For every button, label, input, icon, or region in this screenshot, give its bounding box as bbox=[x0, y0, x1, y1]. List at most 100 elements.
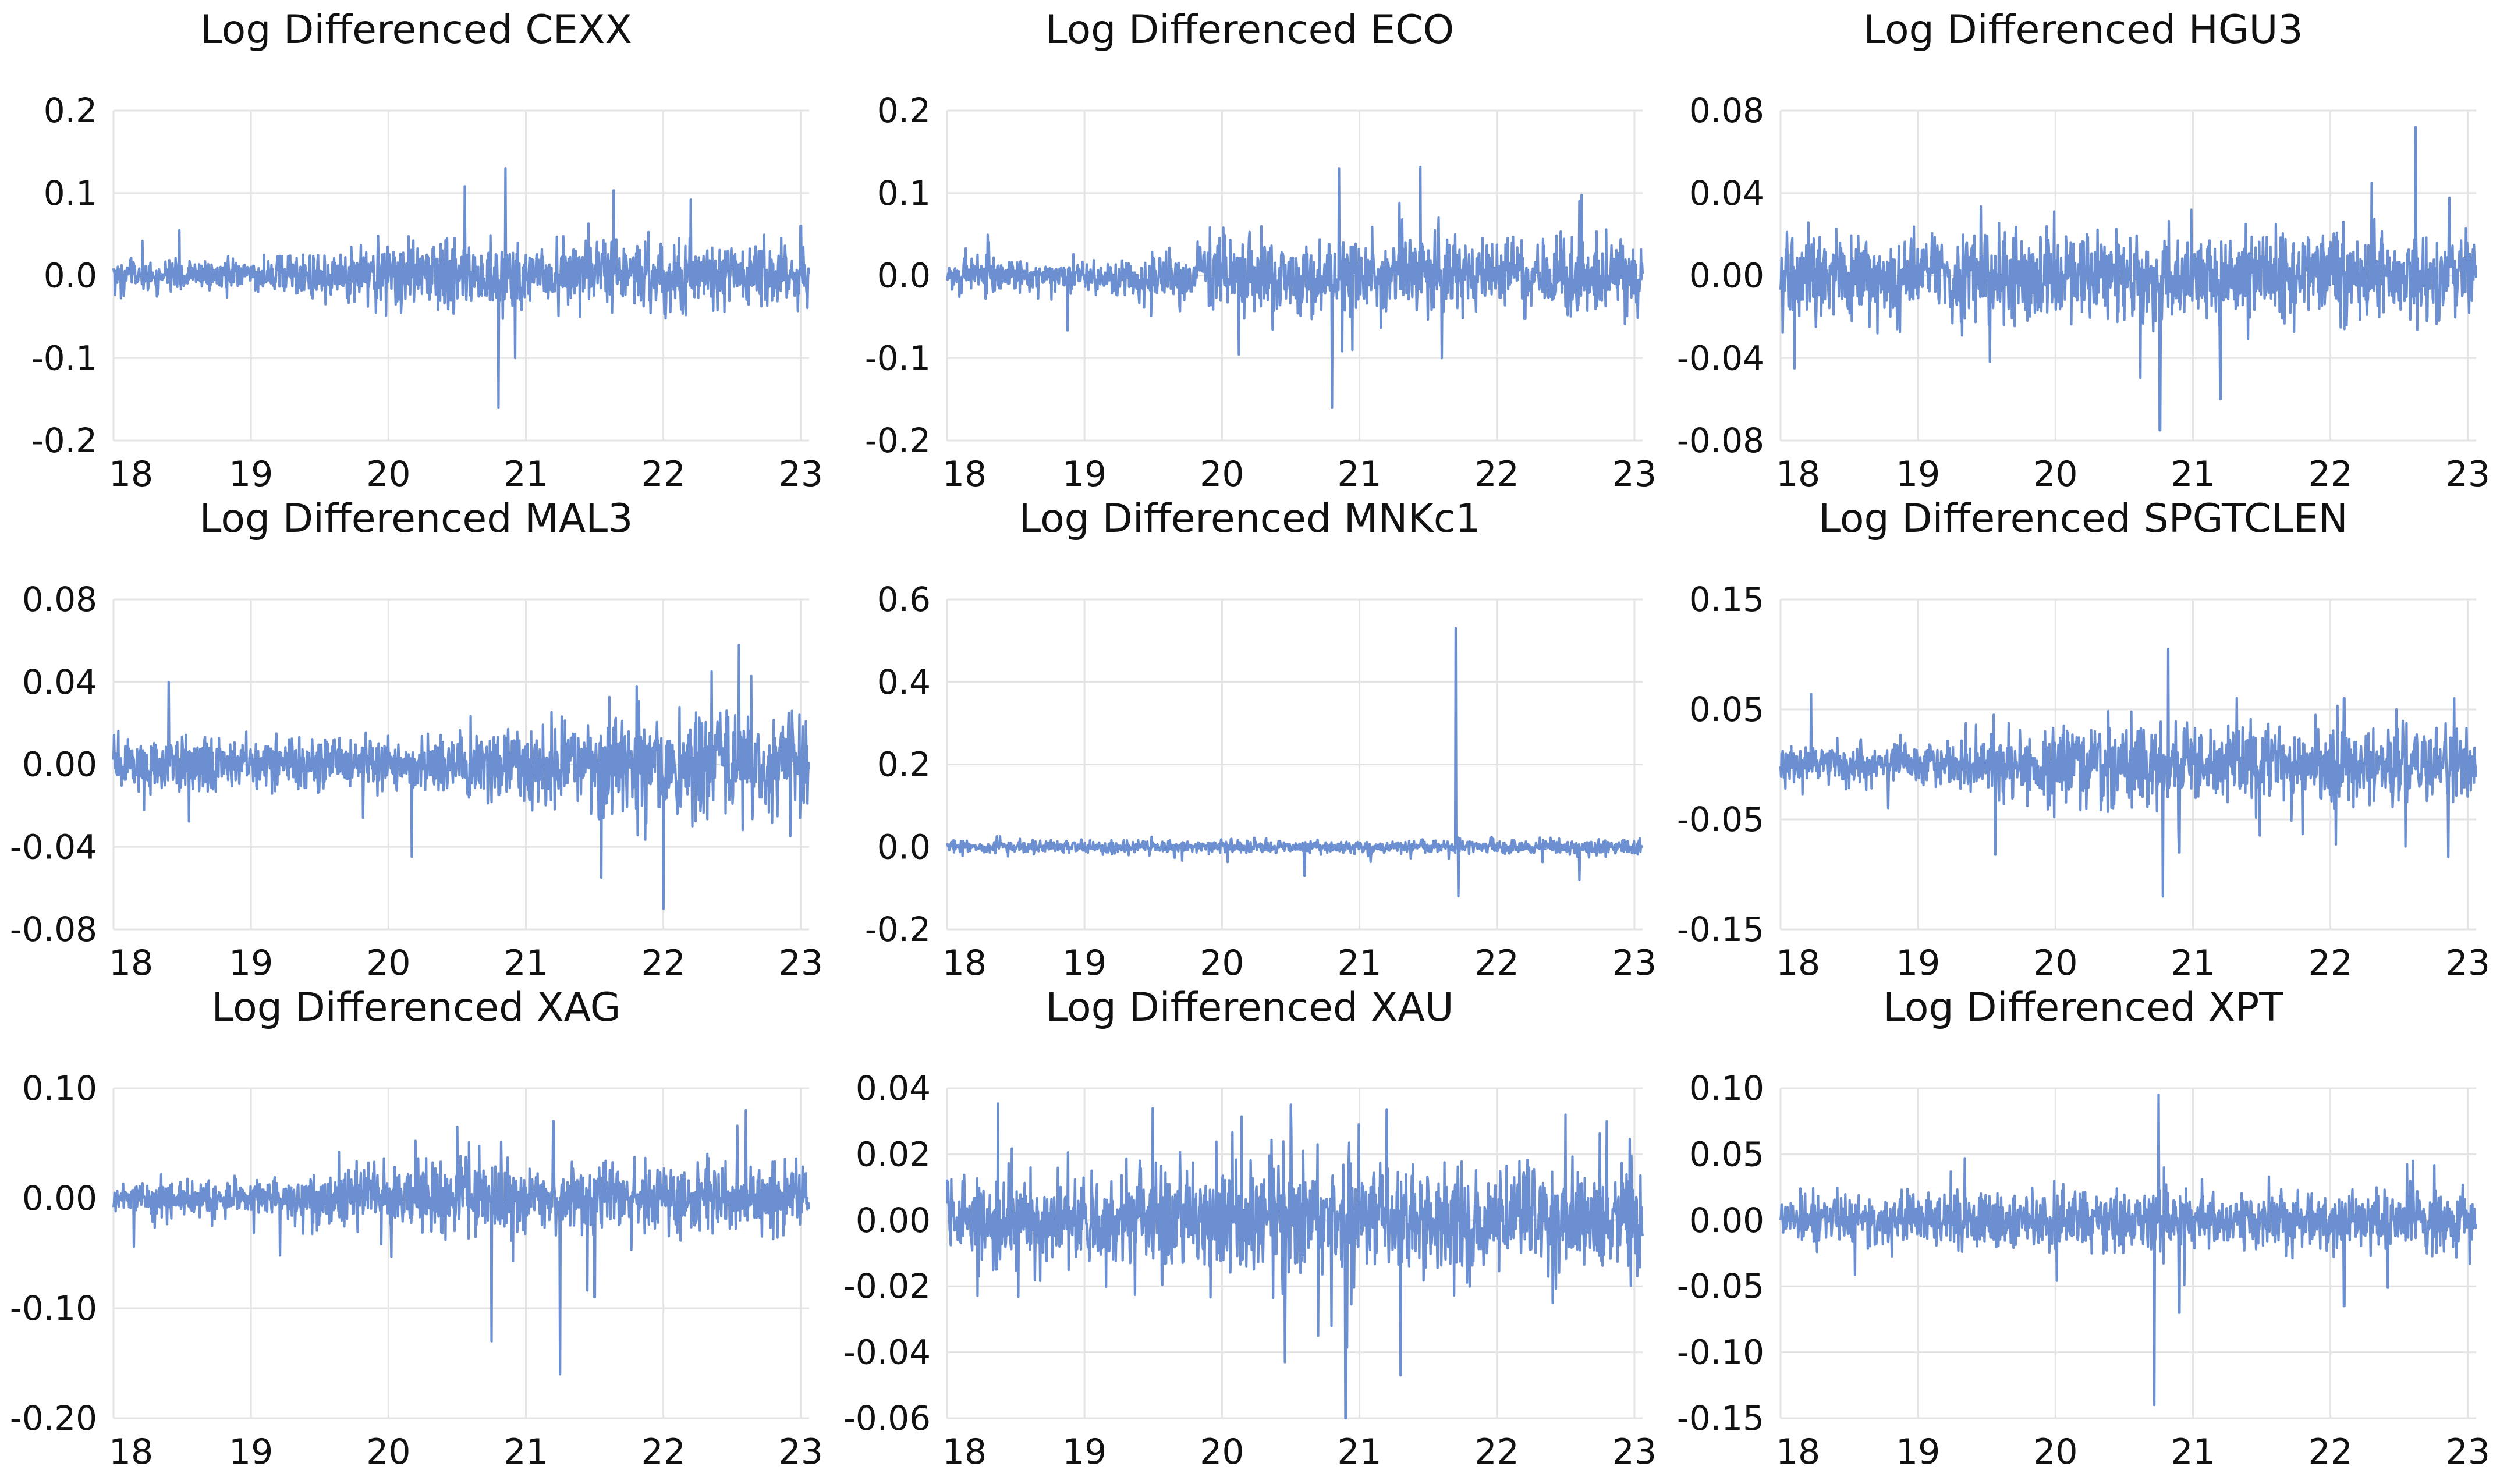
chart-title-mal3: Log Differenced MAL3 bbox=[199, 496, 633, 542]
y-tick-label: -0.05 bbox=[1677, 1266, 1764, 1306]
x-tick-label: 23 bbox=[1612, 943, 1657, 984]
x-tick-label: 21 bbox=[1337, 454, 1381, 495]
y-tick-label: 0.2 bbox=[877, 91, 931, 130]
series-line-xag bbox=[112, 1109, 811, 1376]
x-tick-label: 21 bbox=[2171, 454, 2215, 495]
chart-panel-spgtclen: 0.15 0.05 -0.05 -0.15 18 19 20 21 22 23 Log Differ… bbox=[1667, 489, 2499, 984]
x-tick-label: 20 bbox=[2033, 943, 2077, 984]
x-tick-label: 23 bbox=[2446, 943, 2490, 984]
x-tick-label: 22 bbox=[2308, 454, 2352, 495]
y-tick-label: 0.08 bbox=[22, 580, 97, 619]
x-tick-label: 18 bbox=[942, 1432, 987, 1472]
x-tick-label: 22 bbox=[1474, 943, 1519, 984]
x-tick-label: 20 bbox=[2033, 454, 2077, 495]
y-tick-label: 0.0 bbox=[877, 256, 931, 296]
y-tick-label: 0.04 bbox=[1689, 173, 1764, 213]
x-tick-label: 19 bbox=[1896, 454, 1940, 495]
x-tick-label: 20 bbox=[366, 943, 410, 984]
x-tick-label: 21 bbox=[2171, 1432, 2215, 1472]
x-tick-label: 21 bbox=[2171, 943, 2215, 984]
y-tick-label: 0.00 bbox=[22, 745, 97, 784]
chart-svg-eco: 0.2 0.1 0.0 -0.1 -0.2 18 19 20 21 22 23 bbox=[865, 91, 1657, 495]
y-tick-label: 0.05 bbox=[1689, 1134, 1764, 1174]
y-tick-label: -0.1 bbox=[31, 338, 97, 378]
chart-svg-hgu3: 0.08 0.04 0.00 -0.04 -0.08 18 19 20 21 22 23 bbox=[1677, 91, 2490, 495]
x-tick-label: 19 bbox=[1062, 454, 1107, 495]
series-line-hgu3 bbox=[1779, 126, 2478, 432]
chart-panel-eco: 0.2 0.1 0.0 -0.1 -0.2 18 19 20 21 22 23 Log Differe… bbox=[834, 0, 1666, 495]
x-tick-label: 22 bbox=[641, 1432, 685, 1472]
x-tick-label: 19 bbox=[1896, 943, 1940, 984]
x-tick-label: 23 bbox=[2446, 1432, 2490, 1472]
x-tick-label: 20 bbox=[366, 1432, 410, 1472]
x-tick-label: 19 bbox=[229, 454, 273, 495]
x-tick-label: 20 bbox=[366, 454, 410, 495]
x-tick-label: 22 bbox=[1474, 1432, 1519, 1472]
chart-title-spgtclen: Log Differenced SPGTCLEN bbox=[1818, 496, 2348, 542]
x-tick-label: 19 bbox=[1062, 1432, 1107, 1472]
y-tick-label: 0.0 bbox=[877, 827, 931, 867]
chart-title-eco: Log Differenced ECO bbox=[1045, 7, 1455, 53]
x-tick-label: 18 bbox=[1776, 943, 1820, 984]
y-tick-label: 0.00 bbox=[1689, 1201, 1764, 1240]
y-tick-label: 0.1 bbox=[44, 173, 97, 213]
x-tick-label: 19 bbox=[229, 943, 273, 984]
y-tick-label: 0.1 bbox=[877, 173, 931, 213]
y-tick-label: -0.04 bbox=[843, 1333, 931, 1372]
y-tick-label: -0.20 bbox=[10, 1398, 97, 1438]
x-tick-label: 23 bbox=[2446, 454, 2490, 495]
y-tick-label: -0.06 bbox=[843, 1398, 931, 1438]
chart-title-xag: Log Differenced XAG bbox=[211, 985, 621, 1031]
chart-svg-spgtclen: 0.15 0.05 -0.05 -0.15 18 19 20 21 22 23 bbox=[1677, 580, 2490, 984]
y-tick-label: 0.2 bbox=[877, 745, 931, 784]
x-tick-label: 20 bbox=[1200, 1432, 1244, 1472]
series-line-cexx bbox=[112, 167, 811, 409]
x-tick-label: 20 bbox=[1200, 454, 1244, 495]
x-tick-label: 19 bbox=[229, 1432, 273, 1472]
chart-svg-xau: 0.04 0.02 0.00 -0.02 -0.04 -0.06 18 19 20 21 22 23 bbox=[843, 1068, 1657, 1472]
y-tick-label: 0.04 bbox=[22, 662, 97, 702]
x-tick-label: 21 bbox=[1337, 1432, 1381, 1472]
x-tick-label: 23 bbox=[779, 1432, 823, 1472]
x-tick-label: 21 bbox=[503, 1432, 548, 1472]
chart-panel-mal3: 0.08 0.04 0.00 -0.04 -0.08 18 19 20 21 22 23 Log Di… bbox=[0, 489, 832, 984]
y-tick-label: -0.05 bbox=[1677, 800, 1764, 839]
y-tick-label: 0.10 bbox=[22, 1068, 97, 1108]
y-tick-label: -0.04 bbox=[10, 827, 97, 867]
y-tick-label: 0.04 bbox=[856, 1068, 931, 1108]
y-tick-label: -0.15 bbox=[1677, 910, 1764, 949]
y-tick-label: -0.1 bbox=[865, 338, 931, 378]
y-tick-label: -0.08 bbox=[10, 910, 97, 949]
y-tick-label: 0.0 bbox=[44, 256, 97, 296]
series-line-eco bbox=[945, 165, 1644, 409]
chart-svg-cexx: 0.2 0.1 0.0 -0.1 -0.2 18 19 20 21 22 23 bbox=[31, 91, 823, 495]
series-line-xau bbox=[945, 1102, 1644, 1420]
series-line-spgtclen bbox=[1779, 647, 2478, 898]
y-tick-label: -0.2 bbox=[865, 421, 931, 460]
chart-svg-mal3: 0.08 0.04 0.00 -0.04 -0.08 18 19 20 21 22 23 bbox=[10, 580, 823, 984]
chart-title-hgu3: Log Differenced HGU3 bbox=[1863, 7, 2303, 53]
x-tick-label: 23 bbox=[779, 943, 823, 984]
x-tick-label: 21 bbox=[503, 943, 548, 984]
y-tick-label: 0.08 bbox=[1689, 91, 1764, 130]
y-tick-label: 0.10 bbox=[1689, 1068, 1764, 1108]
x-tick-label: 23 bbox=[779, 454, 823, 495]
x-tick-label: 22 bbox=[2308, 1432, 2352, 1472]
y-tick-label: -0.08 bbox=[1677, 421, 1764, 460]
y-tick-label: 0.02 bbox=[856, 1134, 931, 1174]
y-tick-label: -0.10 bbox=[10, 1288, 97, 1328]
y-tick-label: 0.2 bbox=[44, 91, 97, 130]
chart-svg-xpt: 0.10 0.05 0.00 -0.05 -0.10 -0.15 18 19 20 21 22 23 bbox=[1677, 1068, 2490, 1472]
y-tick-label: 0.6 bbox=[877, 580, 931, 619]
x-tick-label: 22 bbox=[1474, 454, 1519, 495]
y-tick-label: 0.00 bbox=[856, 1201, 931, 1240]
x-tick-label: 18 bbox=[1776, 454, 1820, 495]
x-tick-label: 18 bbox=[942, 943, 987, 984]
series-line-mal3 bbox=[112, 643, 811, 910]
y-tick-label: -0.15 bbox=[1677, 1398, 1764, 1438]
chart-panel-xpt: 0.10 0.05 0.00 -0.05 -0.10 -0.15 18 19 20 21 22 23 L… bbox=[1667, 978, 2499, 1472]
x-tick-label: 18 bbox=[942, 454, 987, 495]
x-tick-label: 21 bbox=[503, 454, 548, 495]
chart-panel-hgu3: 0.08 0.04 0.00 -0.04 -0.08 18 19 20 21 22 23 Log Di… bbox=[1667, 0, 2499, 495]
